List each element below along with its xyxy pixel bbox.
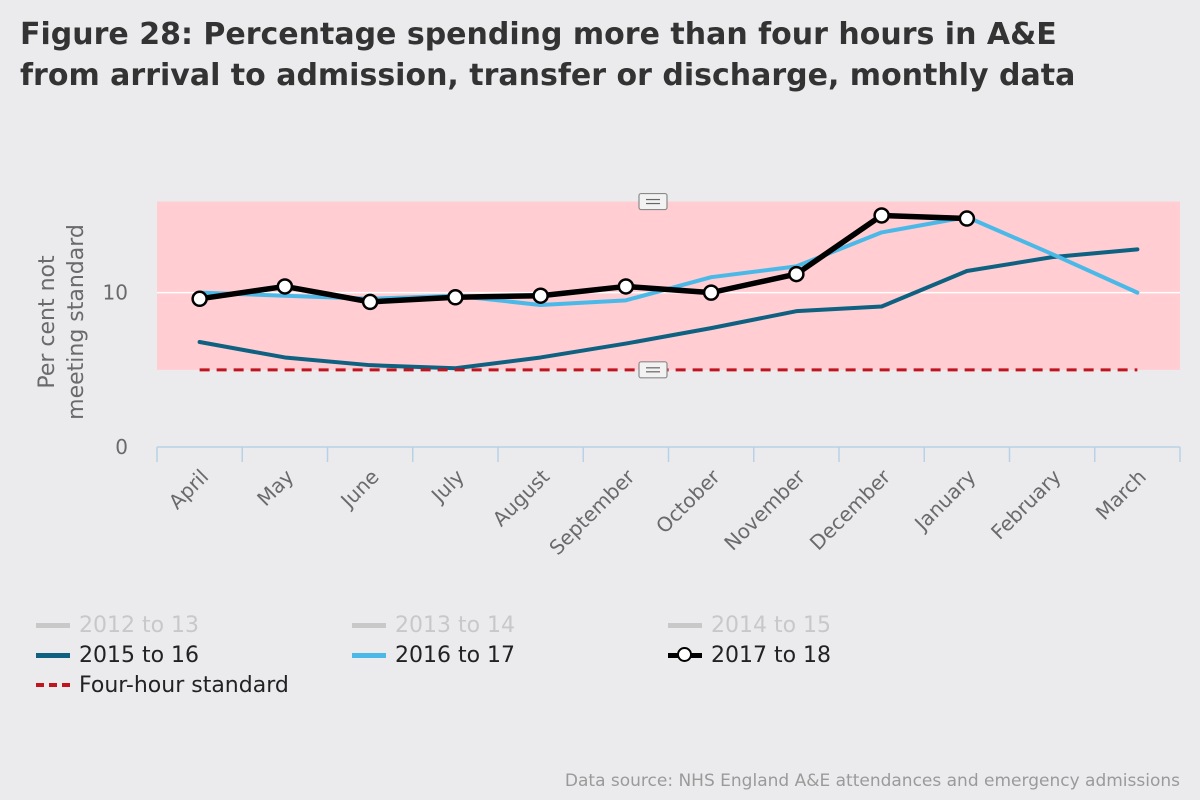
legend-swatch bbox=[668, 618, 702, 632]
band-top-handle[interactable] bbox=[638, 192, 668, 211]
legend-swatch bbox=[352, 648, 386, 662]
x-tick-label-april: April bbox=[164, 465, 213, 514]
chart-title: Figure 28: Percentage spending more than… bbox=[20, 17, 1076, 93]
x-tick-label-september: September bbox=[544, 464, 640, 560]
x-tick-label-june: June bbox=[334, 465, 383, 514]
series-lines[interactable] bbox=[196, 212, 1140, 372]
series-line-s2015[interactable] bbox=[197, 247, 1140, 371]
x-tick-label-august: August bbox=[488, 464, 555, 531]
x-tick-label-may: May bbox=[252, 464, 298, 510]
marker-s2017-august[interactable] bbox=[532, 287, 549, 304]
legend-item-s2014[interactable]: 2014 to 15 bbox=[668, 610, 984, 640]
x-tick-label-july: July bbox=[425, 464, 469, 508]
x-tick-label-january: January bbox=[908, 464, 980, 536]
band-bottom-handle[interactable] bbox=[638, 361, 668, 379]
legend-item-s2015[interactable]: 2015 to 16 bbox=[36, 640, 352, 670]
legend-swatch bbox=[36, 618, 70, 632]
x-tick-label-december: December bbox=[805, 464, 896, 555]
legend: 2012 to 13 2013 to 14 2014 to 15 2015 to 16… bbox=[36, 610, 976, 700]
y-tick-label-10: 10 bbox=[103, 281, 128, 305]
series-line-s2017[interactable] bbox=[196, 212, 970, 305]
legend-item-s2017[interactable]: 2017 to 18 bbox=[668, 640, 984, 670]
marker-s2017-october[interactable] bbox=[702, 284, 720, 301]
x-tick-label-march: March bbox=[1091, 465, 1151, 525]
marker-s2017-september[interactable] bbox=[617, 278, 635, 295]
band-handles[interactable] bbox=[638, 192, 668, 379]
marker-s2017-may[interactable] bbox=[276, 278, 294, 295]
legend-label: 2012 to 13 bbox=[79, 612, 200, 638]
legend-label: 2013 to 14 bbox=[395, 612, 516, 638]
legend-label: 2014 to 15 bbox=[711, 612, 832, 638]
x-tick-label-october: October bbox=[651, 464, 725, 538]
x-tick-label-february: February bbox=[986, 464, 1066, 544]
marker-s2017-january[interactable] bbox=[958, 210, 976, 227]
legend-label: 2015 to 16 bbox=[79, 642, 200, 668]
series-markers[interactable] bbox=[191, 207, 976, 311]
y-tick-label-0: 0 bbox=[115, 435, 128, 459]
data-source: Data source: NHS England A&E attendances… bbox=[564, 771, 1180, 791]
legend-swatch bbox=[36, 678, 70, 692]
legend-swatch bbox=[668, 647, 702, 662]
y-axis-label: Per cent not bbox=[35, 255, 60, 389]
legend-label: Four-hour standard bbox=[79, 672, 289, 698]
legend-item-s2013[interactable]: 2013 to 14 bbox=[352, 610, 668, 640]
marker-s2017-april[interactable] bbox=[191, 290, 208, 308]
legend-swatch bbox=[36, 648, 70, 662]
legend-label: 2016 to 17 bbox=[395, 642, 516, 668]
legend-label: 2017 to 18 bbox=[711, 642, 832, 668]
legend-item-s2016[interactable]: 2016 to 17 bbox=[352, 640, 668, 670]
legend-item-standard[interactable]: Four-hour standard bbox=[36, 670, 352, 700]
marker-s2017-november[interactable] bbox=[788, 265, 805, 283]
y-axis-label-line2: meeting standard bbox=[64, 224, 89, 420]
marker-s2017-july[interactable] bbox=[447, 289, 464, 306]
marker-s2017-december[interactable] bbox=[873, 207, 890, 224]
legend-swatch bbox=[352, 618, 386, 632]
x-tick-label-november: November bbox=[719, 464, 810, 555]
legend-item-s2012[interactable]: 2012 to 13 bbox=[36, 610, 352, 640]
marker-s2017-june[interactable] bbox=[361, 293, 379, 311]
plot-band bbox=[157, 201, 1180, 370]
